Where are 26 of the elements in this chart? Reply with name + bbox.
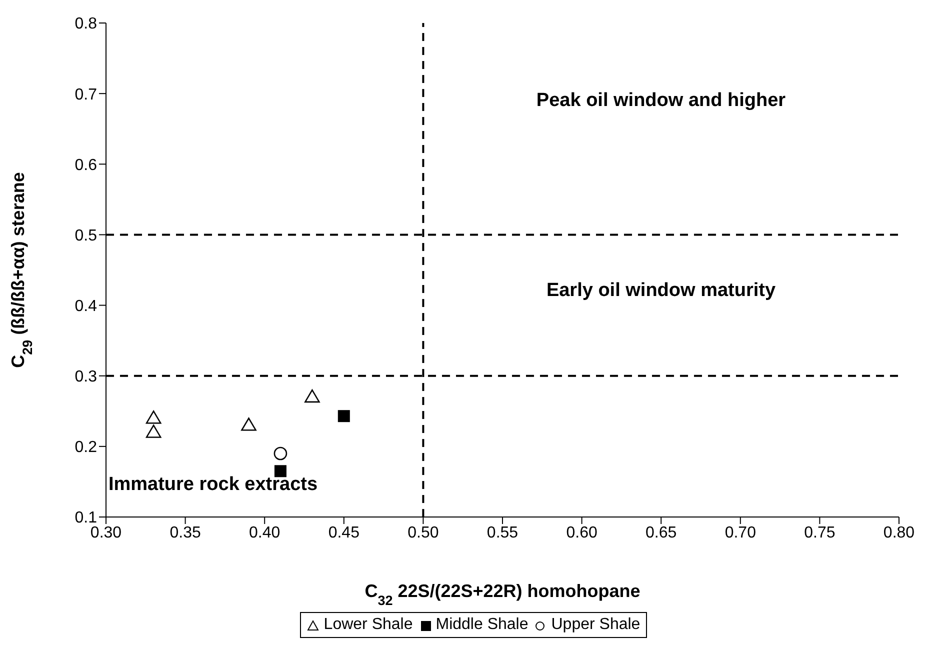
y-tick-label: 0.3: [74, 368, 98, 386]
x-tick-label: 0.55: [486, 524, 518, 542]
x-tick-label: 0.80: [883, 524, 915, 542]
y-tick-label: 0.4: [74, 298, 98, 315]
legend-label: Upper Shale: [550, 616, 640, 634]
annotation: Immature rock extracts: [108, 474, 318, 496]
x-axis-title: C$_{32}$ 22S/(22S+22R) homohopane: [364, 581, 640, 608]
y-tick-label: 0.1: [74, 510, 98, 527]
x-tick-label: 0.30: [90, 524, 122, 542]
y-tick-label: 0.2: [74, 439, 98, 456]
x-tick-label: 0.75: [804, 524, 836, 542]
y-tick-label: 0.7: [74, 86, 98, 104]
legend-label: Middle Shale: [434, 616, 528, 634]
legend-label: Lower Shale: [322, 616, 413, 634]
x-tick-label: 0.35: [170, 524, 201, 542]
y-tick-label: 0.6: [74, 156, 98, 174]
x-tick-label: 0.60: [566, 524, 598, 542]
x-tick-label: 0.45: [328, 524, 360, 542]
x-tick-label: 0.70: [724, 524, 756, 542]
y-tick-label: 0.8: [74, 16, 98, 33]
x-tick-label: 0.40: [249, 524, 280, 542]
annotation: Peak oil window and higher: [536, 90, 786, 112]
x-tick-label: 0.65: [646, 524, 677, 542]
annotation: Early oil window maturity: [546, 280, 776, 302]
x-tick-label: 0.50: [408, 524, 439, 542]
y-tick-label: 0.5: [74, 227, 98, 244]
